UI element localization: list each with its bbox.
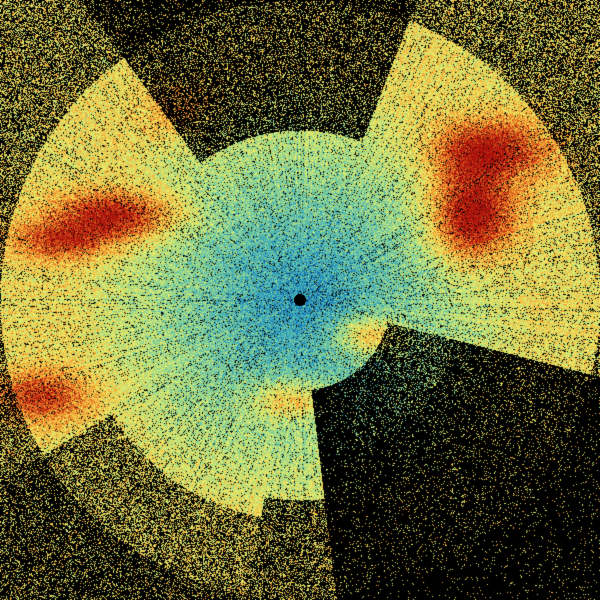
radar-site-marker bbox=[294, 294, 306, 306]
